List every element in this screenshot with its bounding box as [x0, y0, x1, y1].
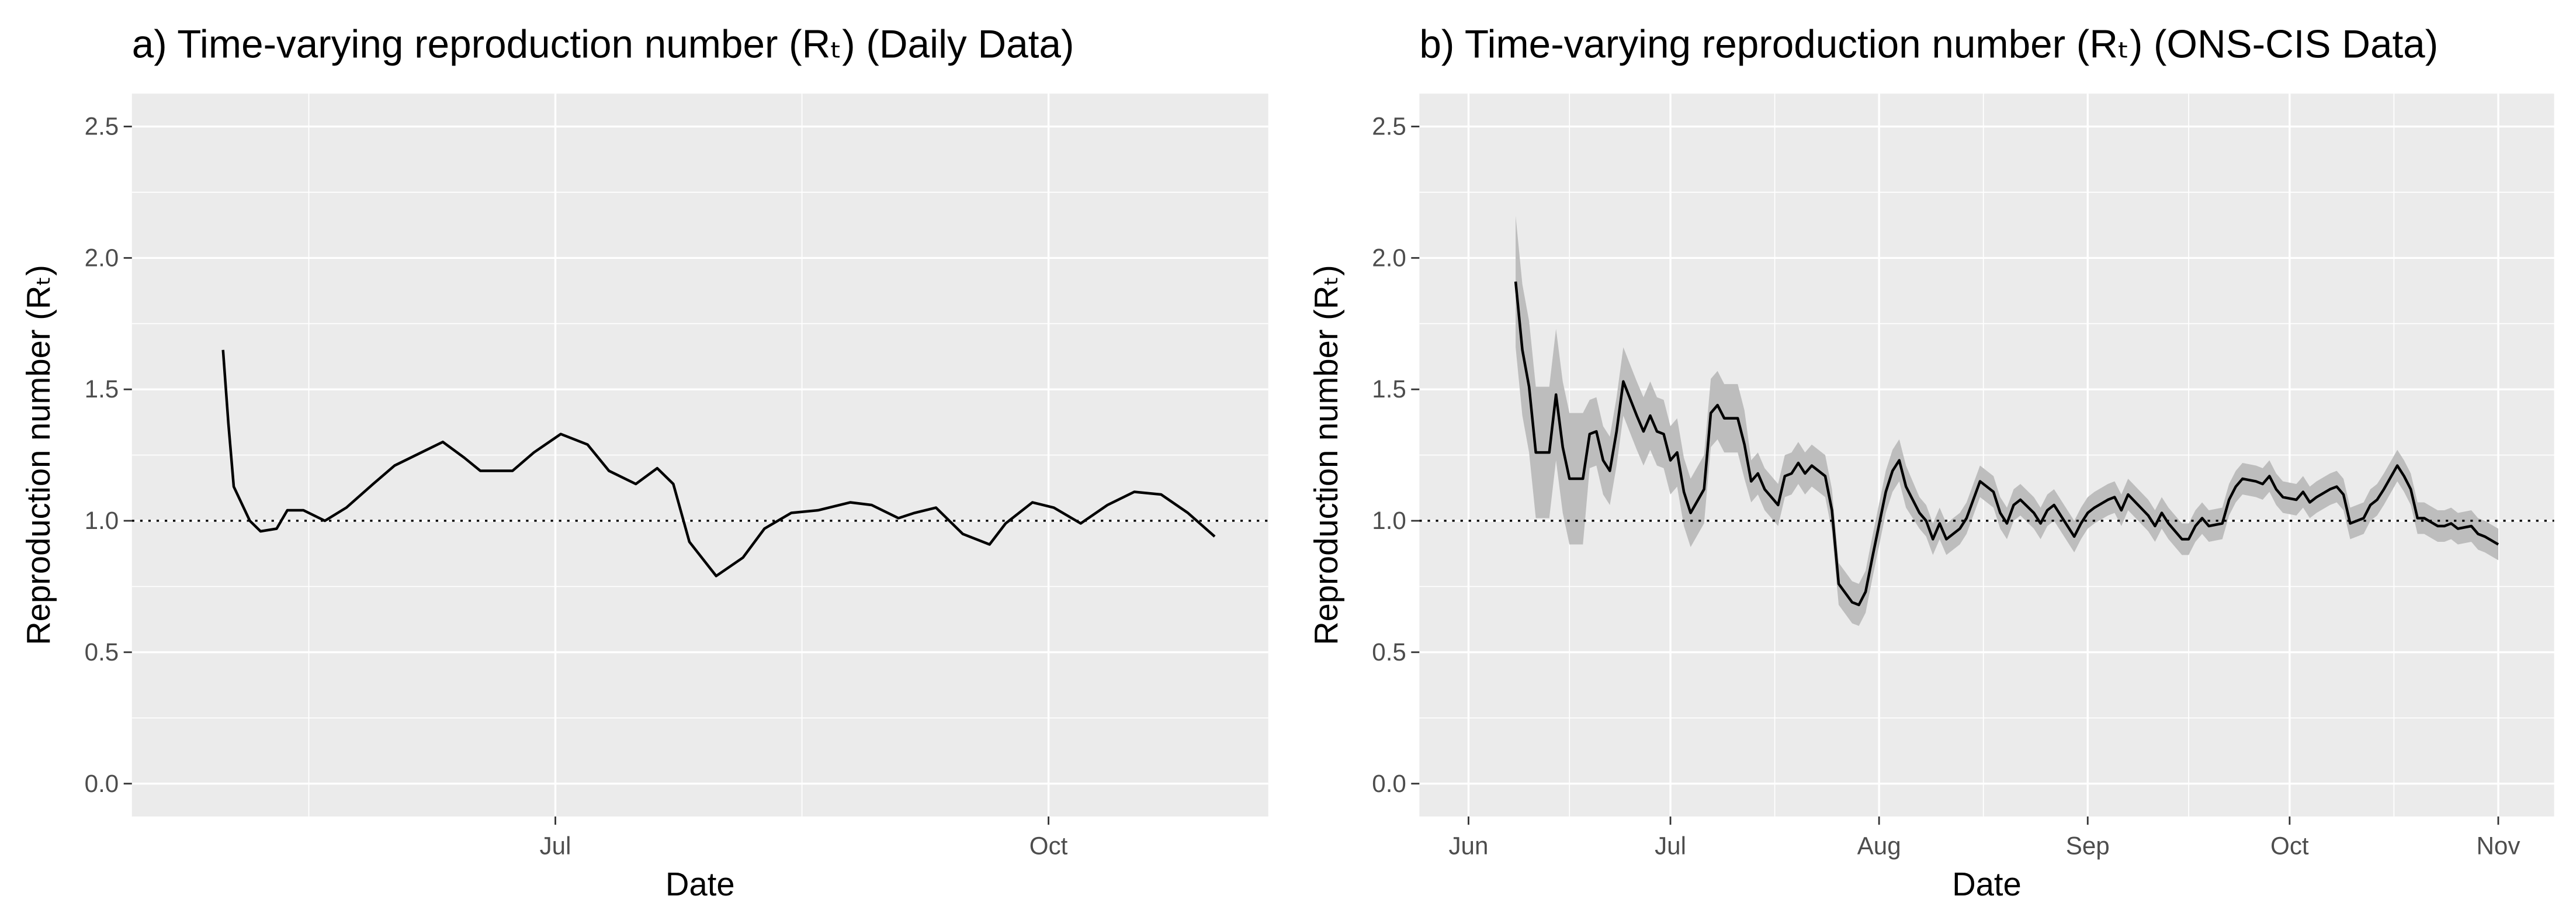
chart-title: a) Time-varying reproduction number (Rₜ)… — [132, 22, 1074, 66]
line — [1514, 281, 2499, 607]
x-tick-label: Jul — [1655, 832, 1686, 860]
y-tick-label: 0.0 — [1372, 770, 1406, 797]
y-tick-label: 0.5 — [1372, 638, 1406, 666]
y-tick-label: 1.5 — [85, 375, 119, 403]
x-tick-label: Oct — [2270, 832, 2309, 860]
y-tick-label: 2.0 — [1372, 244, 1406, 271]
panel: 0.0 0.5 1.0 1.5 2.0 2.5 Jun Jul Aug Sep Oct Nov b) T… — [1308, 22, 2554, 902]
y-tick-label: 2.5 — [85, 112, 119, 140]
y-tick-label: 1.0 — [1372, 507, 1406, 534]
x-tick-label: Sep — [2066, 832, 2110, 860]
y-tick-label: 0.0 — [85, 770, 119, 797]
y-tick-label: 1.5 — [1372, 375, 1406, 403]
x-axis-title: Date — [665, 866, 735, 902]
x-tick-label: Jun — [1448, 832, 1488, 860]
y-axis-title: Reproduction number (Rₜ) — [20, 265, 57, 645]
y-tick-label: 2.0 — [85, 244, 119, 271]
y-tick-label: 1.0 — [85, 507, 119, 534]
chart-title: b) Time-varying reproduction number (Rₜ)… — [1419, 22, 2438, 66]
x-tick-label: Aug — [1857, 832, 1901, 860]
x-tick-label: Jul — [540, 832, 571, 860]
y-tick-label: 2.5 — [1372, 112, 1406, 140]
x-axis-title: Date — [1952, 866, 2022, 902]
y-axis-title: Reproduction number (Rₜ) — [1308, 265, 1344, 645]
line — [221, 350, 1216, 577]
y-tick-label: 0.5 — [85, 638, 119, 666]
x-tick-label: Nov — [2476, 832, 2520, 860]
x-tick-label: Oct — [1029, 832, 1068, 860]
panel: 0.0 0.5 1.0 1.5 2.0 2.5 Jul Oct a) Time-varying … — [20, 22, 1268, 902]
confidence-band — [1516, 216, 2498, 626]
